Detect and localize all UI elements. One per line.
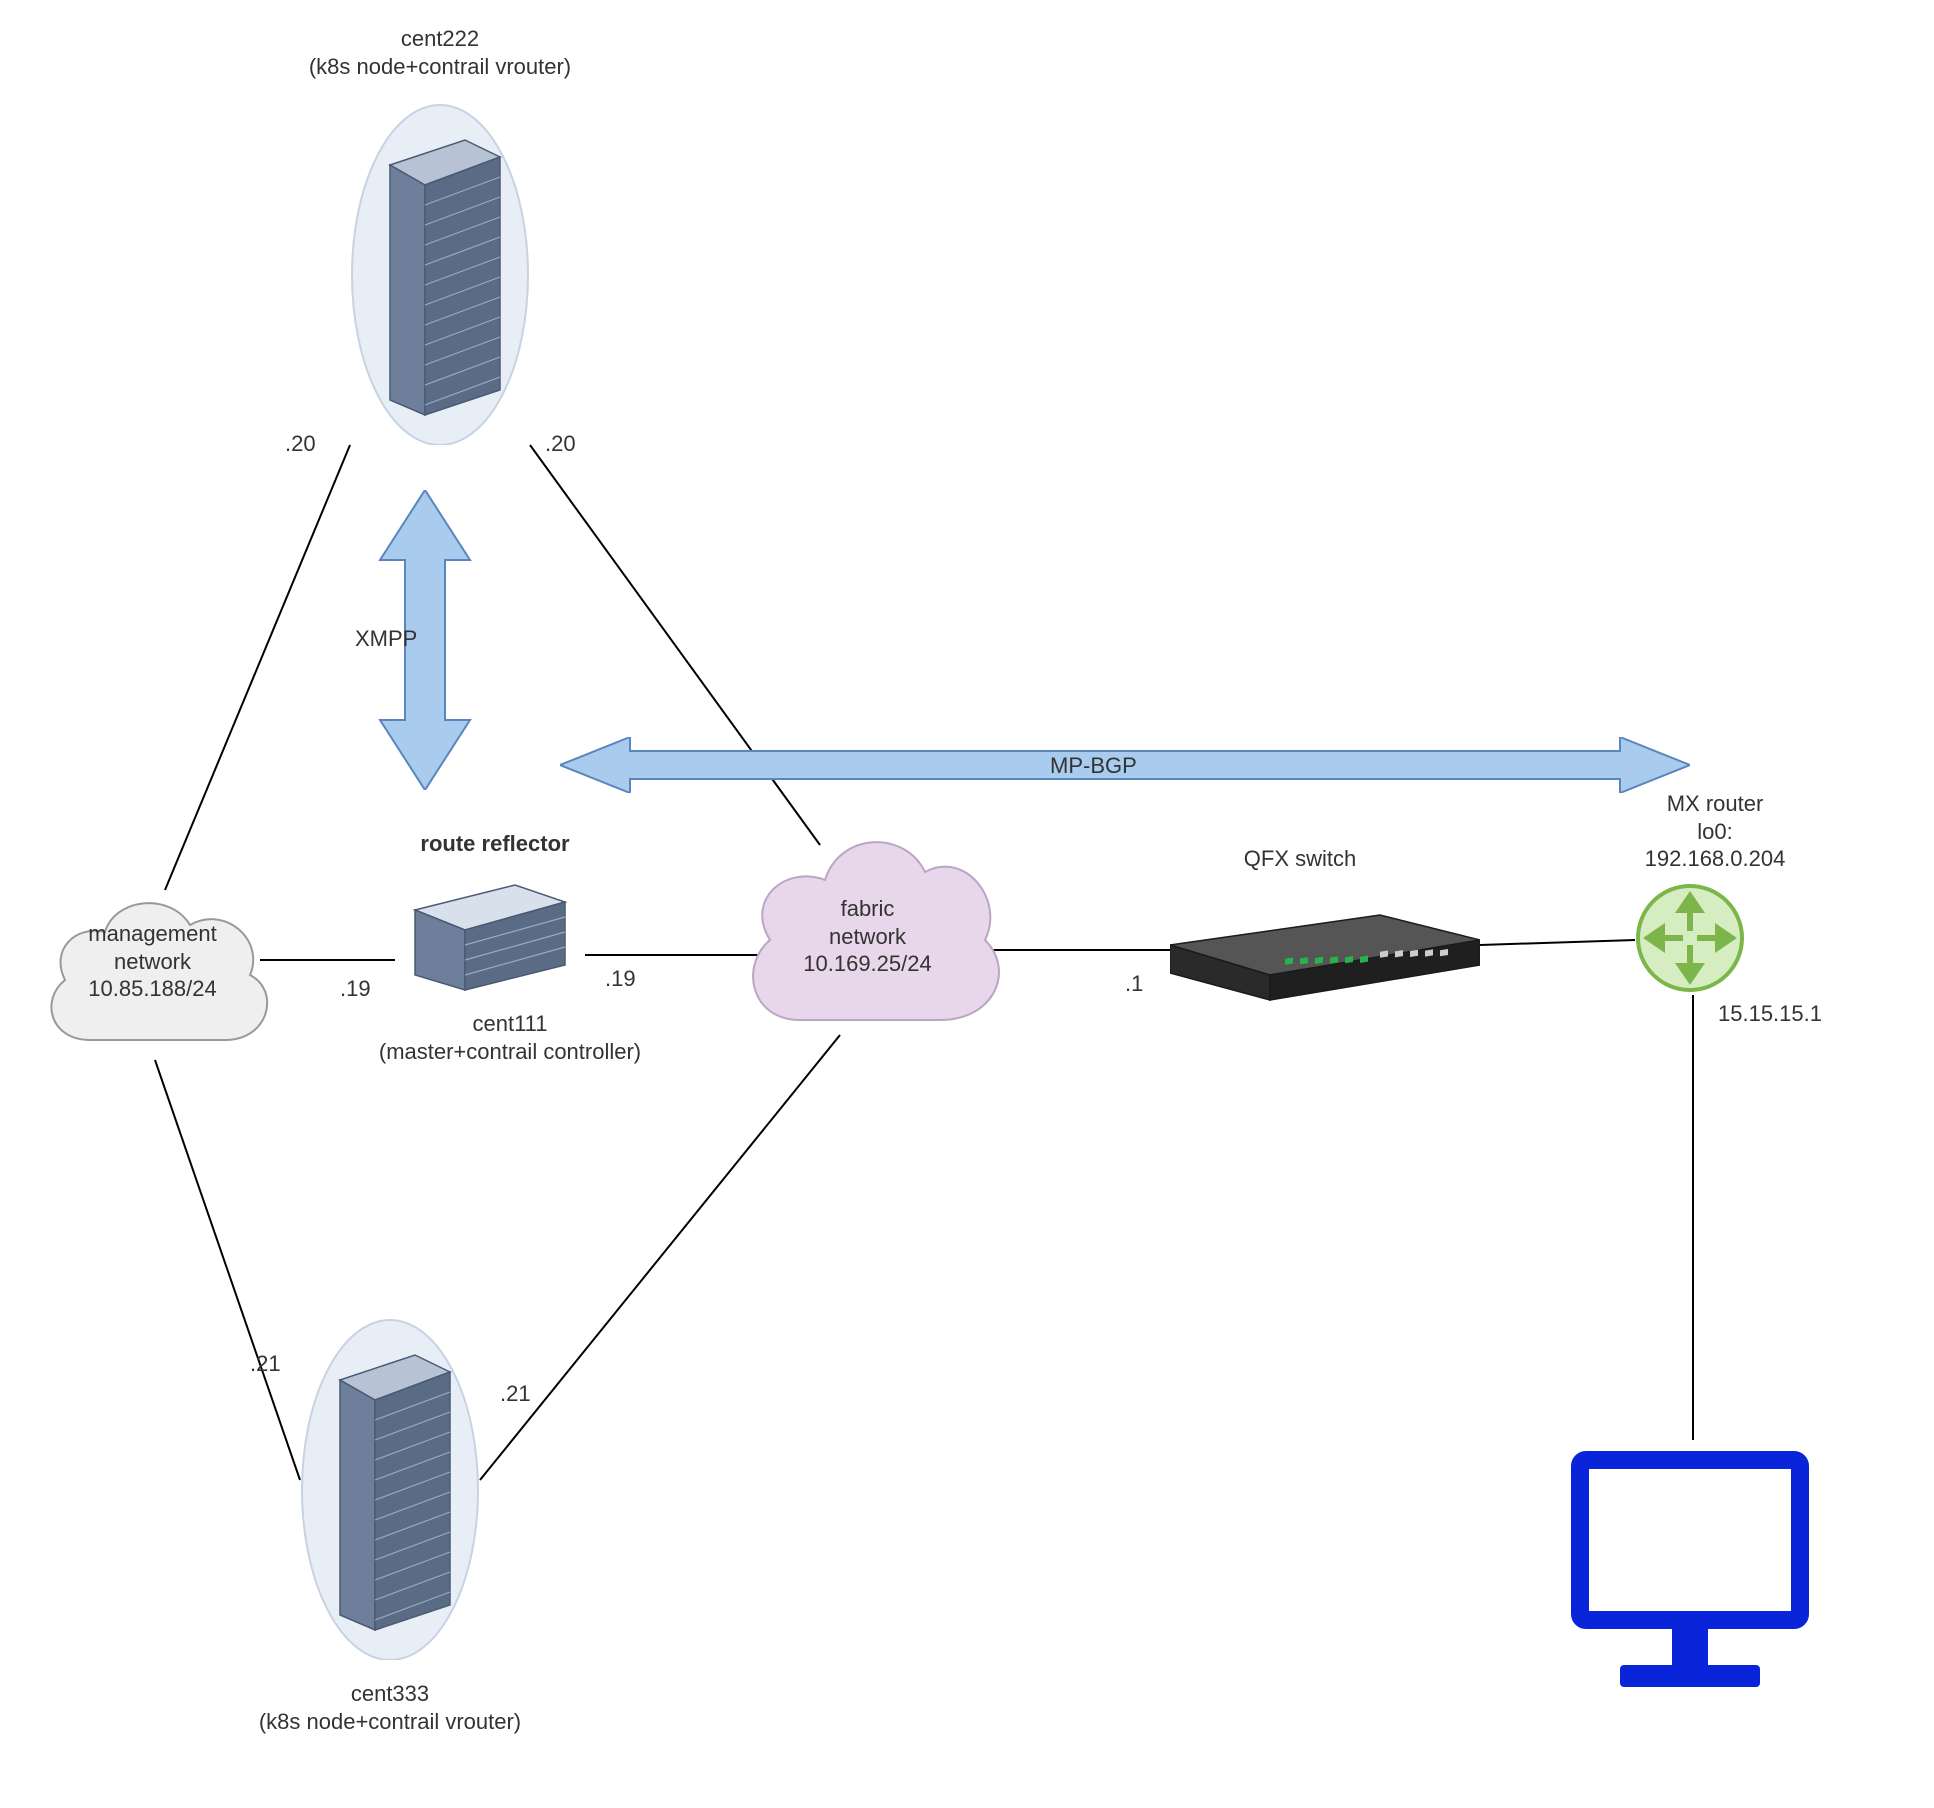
cent111-title: cent111 (master+contrail controller) [300, 1010, 720, 1065]
mgmt-cloud-label: management network 10.85.188/24 [40, 920, 265, 1003]
link-fabric-cent333 [480, 1035, 840, 1480]
cent333-title: cent333 (k8s node+contrail vrouter) [180, 1680, 600, 1735]
cent222-server-icon [350, 95, 530, 445]
ip-mx-out: 15.15.15.1 [1718, 1000, 1822, 1028]
cent222-title: cent222 (k8s node+contrail vrouter) [230, 25, 650, 80]
fabric-cloud-label: fabric network 10.169.25/24 [755, 895, 980, 978]
link-mgmt-cent222 [165, 445, 350, 890]
mx-router-icon [1635, 883, 1745, 993]
link-mgmt-cent333 [155, 1060, 300, 1480]
ip-20-left: .20 [285, 430, 316, 458]
xmpp-label: XMPP [355, 625, 417, 653]
mx-label: MX router lo0: 192.168.0.204 [1595, 790, 1835, 873]
ip-21-right: .21 [500, 1380, 531, 1408]
route-reflector-label: route reflector [370, 830, 620, 858]
ip-19-left: .19 [340, 975, 371, 1003]
qfx-switch-icon [1170, 905, 1480, 1005]
ip-1: .1 [1125, 970, 1143, 998]
cent333-server-icon [300, 1310, 480, 1660]
ip-20-right: .20 [545, 430, 576, 458]
diagram-canvas: management network 10.85.188/24 fabric n… [0, 0, 1934, 1808]
ip-19-right: .19 [605, 965, 636, 993]
ip-21-left: .21 [250, 1350, 281, 1378]
qfx-label: QFX switch [1200, 845, 1400, 873]
pc-icon [1560, 1440, 1820, 1700]
cent111-server-icon [395, 870, 585, 1000]
link-qfx-mx [1480, 940, 1635, 945]
mpbgp-label: MP-BGP [1050, 752, 1137, 780]
